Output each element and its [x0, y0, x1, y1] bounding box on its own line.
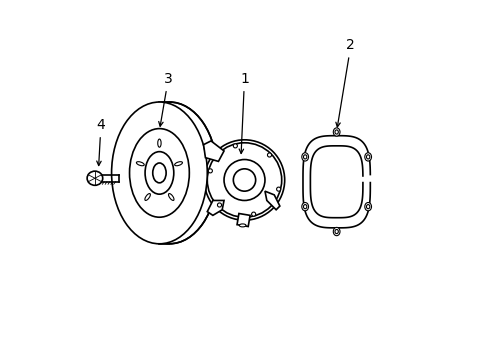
Ellipse shape: [158, 139, 161, 147]
Polygon shape: [237, 213, 249, 226]
Ellipse shape: [303, 204, 306, 209]
Text: 3: 3: [159, 72, 172, 126]
Circle shape: [267, 153, 271, 157]
Ellipse shape: [145, 152, 173, 194]
Ellipse shape: [366, 204, 369, 209]
Text: 2: 2: [335, 38, 354, 127]
Ellipse shape: [87, 171, 102, 185]
Polygon shape: [207, 201, 224, 215]
Ellipse shape: [111, 102, 207, 244]
Ellipse shape: [129, 129, 189, 217]
Circle shape: [276, 187, 280, 191]
Ellipse shape: [334, 130, 338, 134]
Polygon shape: [264, 191, 279, 210]
Ellipse shape: [301, 203, 308, 211]
Ellipse shape: [121, 102, 217, 244]
Ellipse shape: [364, 153, 371, 161]
Ellipse shape: [334, 229, 338, 234]
Ellipse shape: [303, 155, 306, 159]
Text: 4: 4: [96, 118, 105, 166]
Ellipse shape: [136, 162, 144, 166]
Circle shape: [224, 159, 264, 201]
Circle shape: [251, 212, 255, 216]
Ellipse shape: [168, 194, 174, 201]
Circle shape: [233, 169, 255, 191]
Ellipse shape: [301, 153, 308, 161]
Ellipse shape: [333, 128, 339, 136]
Ellipse shape: [144, 194, 150, 201]
Ellipse shape: [364, 203, 371, 211]
Ellipse shape: [333, 228, 339, 236]
Ellipse shape: [174, 162, 182, 166]
Circle shape: [217, 203, 221, 207]
Circle shape: [233, 144, 237, 148]
Circle shape: [204, 140, 284, 220]
Ellipse shape: [239, 224, 245, 227]
Text: 1: 1: [239, 72, 248, 153]
Ellipse shape: [366, 155, 369, 159]
Ellipse shape: [152, 163, 166, 183]
Circle shape: [207, 143, 281, 217]
Circle shape: [208, 169, 212, 173]
Polygon shape: [203, 141, 224, 161]
